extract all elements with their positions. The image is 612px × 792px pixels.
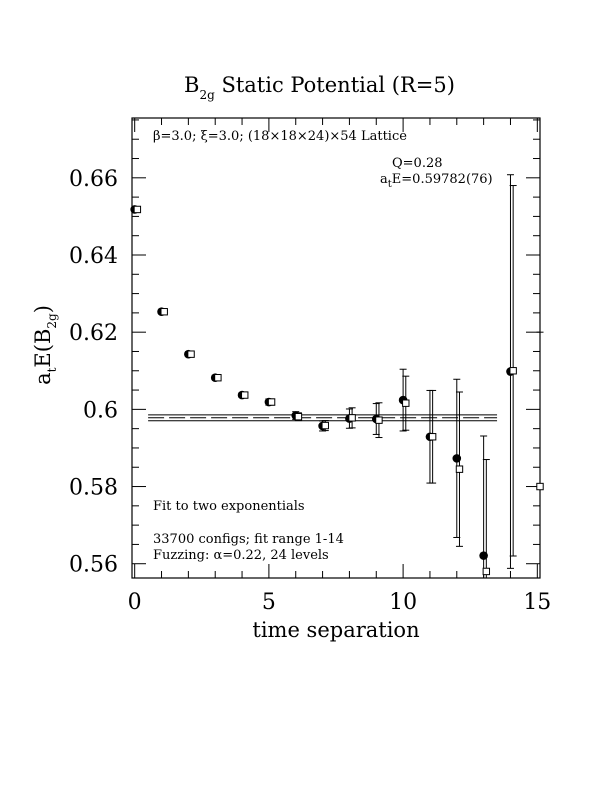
x-tick-label: 15 bbox=[523, 590, 551, 615]
y-axis-title: atE(B2g) bbox=[31, 305, 59, 385]
data-point-square bbox=[321, 421, 329, 430]
data-point-square bbox=[133, 205, 142, 214]
data-point-square bbox=[214, 374, 222, 382]
data-point-square bbox=[187, 350, 195, 358]
q-annotation: Q=0.28 bbox=[392, 156, 443, 171]
fit-note: Fit to two exponentials bbox=[153, 499, 305, 514]
x-axis-title: time separation bbox=[252, 618, 419, 642]
energy-annotation: atE=0.59782(76) bbox=[380, 172, 493, 190]
tick-labels: 0 5 10 15 0.56 0.58 0.6 0.62 0.64 0.66 bbox=[69, 167, 551, 615]
y-tick-label: 0.56 bbox=[69, 553, 118, 578]
fuzzing-note: Fuzzing: α=0.22, 24 levels bbox=[153, 548, 329, 563]
data-point-square bbox=[241, 391, 249, 399]
x-tick-label: 0 bbox=[128, 590, 142, 615]
data-point-square bbox=[428, 433, 437, 441]
y-tick-label: 0.62 bbox=[69, 321, 118, 346]
data-point-square bbox=[536, 482, 544, 491]
data-point-square bbox=[294, 412, 303, 421]
data-point-square bbox=[455, 465, 464, 473]
data-point-square bbox=[267, 398, 276, 406]
data-points bbox=[130, 174, 544, 578]
y-tick-label: 0.58 bbox=[69, 476, 118, 501]
x-tick-label: 5 bbox=[262, 590, 276, 615]
data-point-square bbox=[348, 414, 356, 422]
lattice-annotation: β=3.0; ξ=3.0; (18×18×24)×54 Lattice bbox=[153, 129, 407, 144]
data-point-circle bbox=[479, 551, 488, 560]
chart-title: B2g Static Potential (R=5) bbox=[184, 73, 455, 102]
data-point-square bbox=[482, 567, 491, 576]
data-point-circle bbox=[452, 454, 462, 463]
fit-band bbox=[148, 414, 498, 422]
axis-ticks bbox=[132, 118, 540, 578]
y-tick-label: 0.64 bbox=[69, 244, 118, 269]
y-tick-label: 0.66 bbox=[69, 167, 118, 192]
data-point-square bbox=[402, 399, 410, 407]
x-tick-label: 10 bbox=[389, 590, 417, 615]
configs-note: 33700 configs; fit range 1-14 bbox=[153, 532, 344, 547]
y-tick-label: 0.6 bbox=[83, 398, 118, 423]
data-point-square bbox=[509, 367, 517, 375]
data-point-square bbox=[160, 308, 168, 316]
data-point-square bbox=[375, 416, 383, 424]
